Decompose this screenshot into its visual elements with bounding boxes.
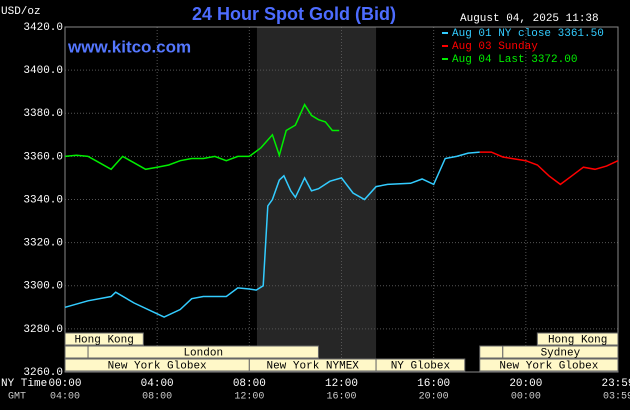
x-tick-label: 20:00 bbox=[509, 378, 542, 390]
session-label: New York Globex bbox=[108, 360, 207, 372]
session-label: London bbox=[183, 347, 223, 359]
legend-label: Aug 01 NY close 3361.50 bbox=[452, 28, 604, 40]
legend-label: Aug 04 Last 3372.00 bbox=[452, 54, 577, 66]
gmt-tick-label: 03:59 bbox=[603, 392, 630, 403]
session-label: NY Globex bbox=[391, 360, 451, 372]
session-box bbox=[502, 345, 619, 359]
session-box bbox=[64, 345, 89, 359]
y-tick-label: 3420.0 bbox=[23, 22, 63, 34]
session-box bbox=[87, 345, 319, 359]
x-tick-label: 08:00 bbox=[233, 378, 266, 390]
session-box bbox=[479, 345, 504, 359]
nymex-highlight bbox=[256, 27, 377, 372]
gmt-tick-label: 12:00 bbox=[234, 392, 264, 403]
legend-label: Aug 03 Sunday bbox=[452, 41, 538, 53]
y-tick-label: 3300.0 bbox=[23, 281, 63, 293]
price-line bbox=[64, 151, 480, 318]
price-line bbox=[64, 103, 340, 171]
y-tick-label: 3380.0 bbox=[23, 108, 63, 120]
session-box bbox=[375, 358, 466, 372]
y-tick-label: 3340.0 bbox=[23, 194, 63, 206]
session-box bbox=[536, 332, 619, 346]
session-label: New York Globex bbox=[499, 360, 598, 372]
x-row-label: NY Time bbox=[1, 378, 47, 390]
plot-border bbox=[64, 26, 619, 373]
gmt-tick-label: 16:00 bbox=[326, 392, 356, 403]
session-label: Hong Kong bbox=[548, 334, 607, 346]
y-tick-label: 3320.0 bbox=[23, 238, 63, 250]
y-tick-label: 3400.0 bbox=[23, 65, 63, 77]
session-label: Sydney bbox=[541, 347, 581, 359]
x-tick-label: 12:00 bbox=[325, 378, 358, 390]
x-tick-label: 16:00 bbox=[417, 378, 450, 390]
session-box bbox=[64, 332, 144, 346]
unit-label: USD/oz bbox=[1, 6, 41, 18]
website: www.kitco.com bbox=[67, 37, 191, 56]
gmt-tick-label: 20:00 bbox=[419, 392, 449, 403]
x-tick-label: 23:59 bbox=[601, 378, 630, 390]
y-tick-label: 3260.0 bbox=[23, 367, 63, 379]
session-label: Hong Kong bbox=[74, 334, 133, 346]
x-tick-label: 04:00 bbox=[141, 378, 174, 390]
y-tick-label: 3280.0 bbox=[23, 324, 63, 336]
chart-title: 24 Hour Spot Gold (Bid) bbox=[192, 4, 396, 24]
gmt-tick-label: 04:00 bbox=[50, 392, 80, 403]
gmt-tick-label: 00:00 bbox=[511, 392, 541, 403]
timestamp: August 04, 2025 11:38 bbox=[460, 13, 599, 25]
session-box bbox=[479, 358, 619, 372]
gmt-tick-label: 08:00 bbox=[142, 392, 172, 403]
y-tick-label: 3360.0 bbox=[23, 151, 63, 163]
session-label: New York NYMEX bbox=[266, 360, 359, 372]
x-tick-label: 00:00 bbox=[48, 378, 81, 390]
gmt-row-label: GMT bbox=[8, 392, 26, 403]
price-line bbox=[479, 151, 619, 186]
